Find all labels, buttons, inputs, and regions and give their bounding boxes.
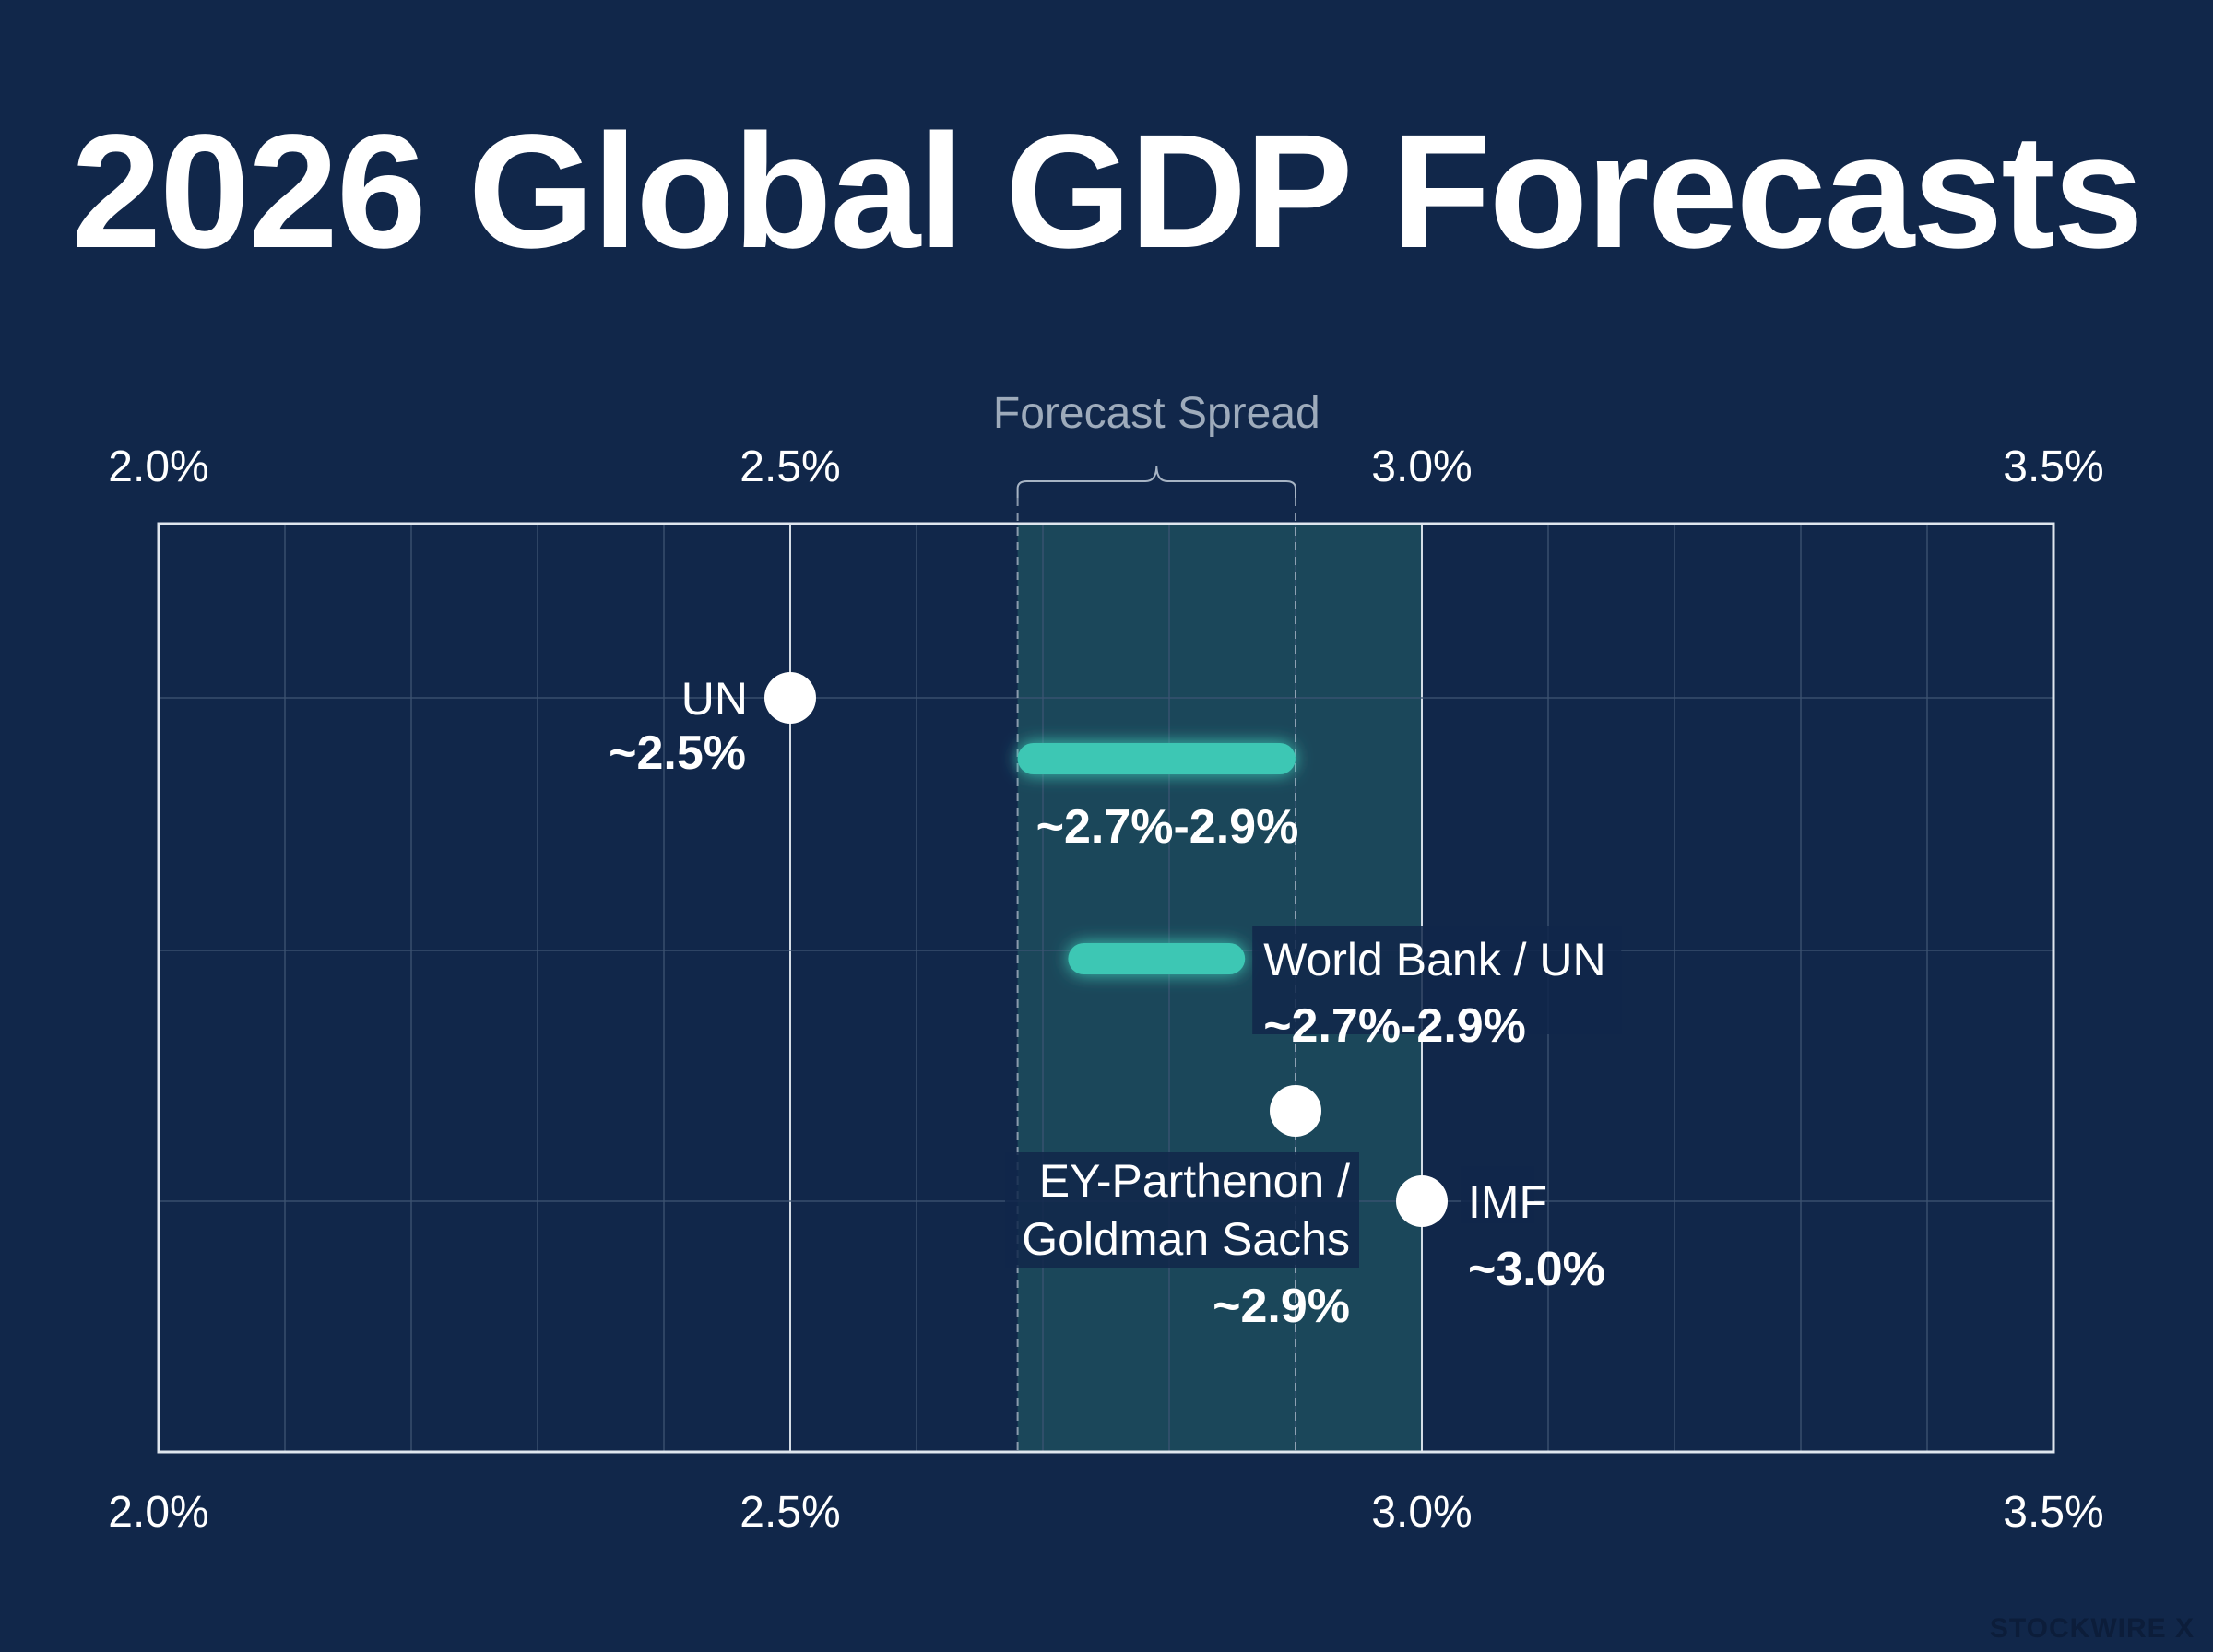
chart-title: 2026 Global GDP Forecasts — [71, 101, 2144, 282]
value-label-imf: ~3.0% — [1468, 1243, 1605, 1296]
x-tick-label-top: 2.0% — [108, 442, 208, 491]
watermark: STOCKWIRE X — [1989, 1613, 2195, 1644]
value-label-range-1: ~2.7%-2.9% — [1036, 800, 1299, 854]
x-tick-label-top: 2.5% — [740, 442, 840, 491]
x-tick-label-top: 3.5% — [2003, 442, 2103, 491]
value-label-un: ~2.5% — [609, 726, 746, 780]
label-backdrop-ey-goldman — [1005, 1152, 1359, 1268]
series-label-world-bank-un: World Bank / UN — [1263, 934, 1605, 985]
x-tick-label-bottom: 2.0% — [108, 1488, 208, 1537]
value-label-ey-goldman: ~2.9% — [1213, 1280, 1350, 1333]
spread-label: Forecast Spread — [993, 389, 1320, 438]
data-point-ey-goldman — [1270, 1085, 1321, 1137]
value-label-world-bank-un: ~2.7%-2.9% — [1263, 999, 1526, 1053]
data-point-imf — [1396, 1175, 1448, 1227]
range-bar-world-bank-un — [1068, 943, 1246, 974]
x-tick-label-bottom: 3.0% — [1371, 1488, 1472, 1537]
spread-bracket — [1016, 465, 1296, 498]
series-label-imf: IMF — [1468, 1176, 1547, 1228]
series-label-ey-parthenon: EY-Parthenon / — [1039, 1155, 1350, 1207]
x-tick-label-bottom: 2.5% — [740, 1488, 840, 1537]
series-label-goldman-sachs: Goldman Sachs — [1022, 1213, 1350, 1265]
x-tick-label-top: 3.0% — [1371, 442, 1472, 491]
plot-frame — [157, 522, 2055, 1454]
series-label-un: UN — [681, 673, 748, 725]
label-backdrop-world-bank-un — [1252, 926, 1622, 1034]
x-tick-label-bottom: 3.5% — [2003, 1488, 2103, 1537]
label-backdrop-imf — [1461, 1166, 1534, 1223]
range-bar-1 — [1017, 743, 1296, 774]
data-point-un — [764, 672, 816, 724]
